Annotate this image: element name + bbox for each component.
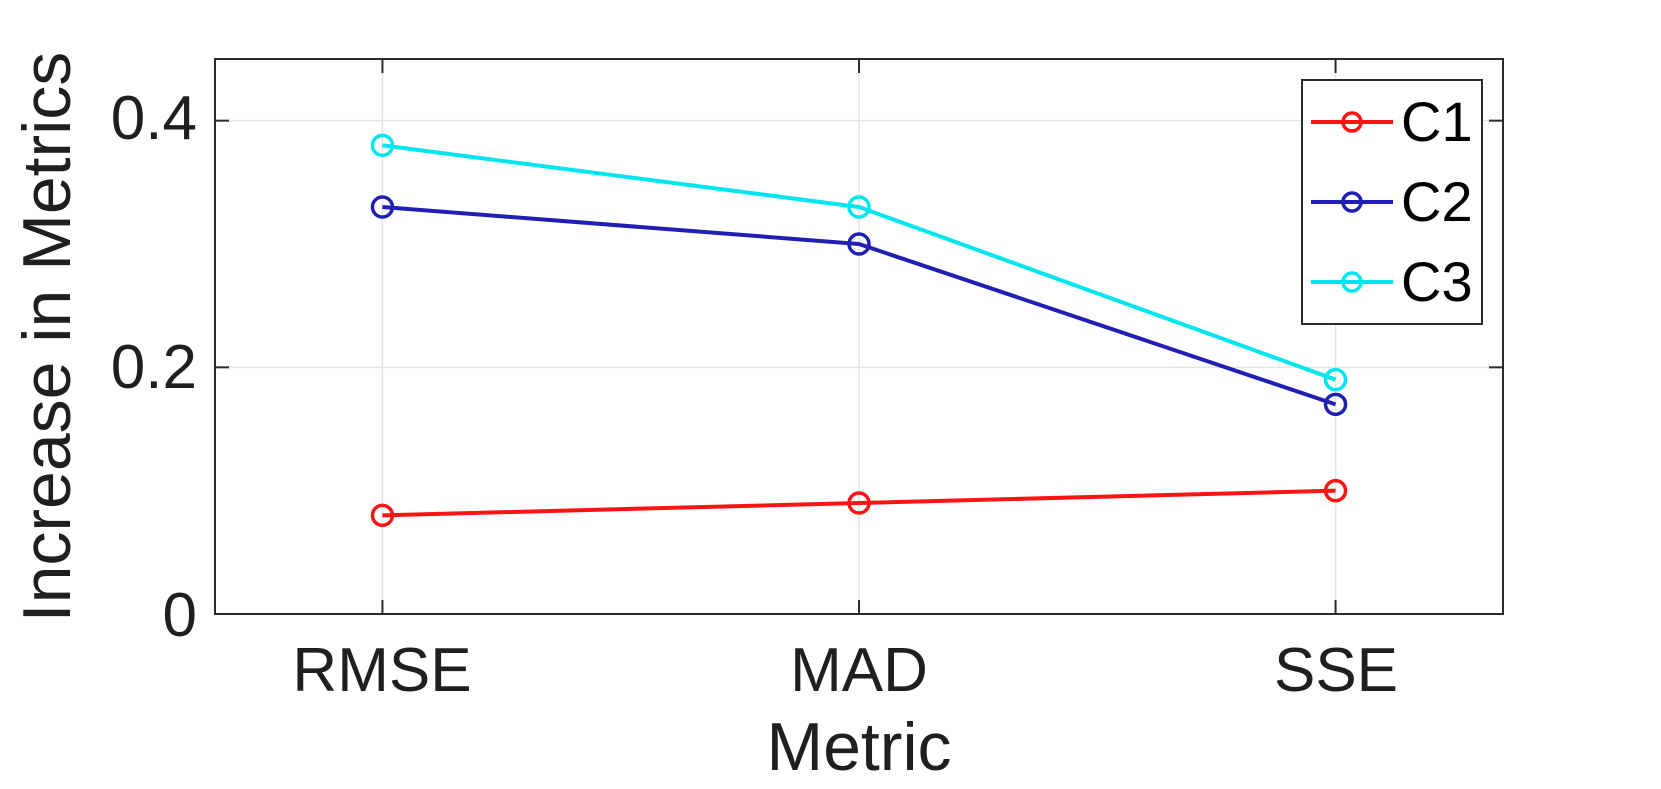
series-line-C1 [382,488,1336,518]
x-tick-label: RMSE [292,636,472,705]
x-axis-label: Metric [766,709,952,785]
x-tick-label: MAD [790,636,928,705]
y-axis-label: Increase in Metrics [9,51,85,623]
legend-line-marker-icon [1311,111,1393,133]
legend-label: C1 [1401,90,1473,153]
legend: C1 C2 C3 [1301,79,1483,325]
data-point-marker-C2 [1323,392,1348,417]
y-tick-label: 0 [162,581,197,650]
legend-line-marker-icon [1311,191,1393,213]
x-tick-label: SSE [1273,636,1399,705]
series-line-C3 [382,143,1337,382]
y-tick-label: 0.2 [110,333,197,402]
data-point-marker-C2 [847,232,871,256]
legend-label: C3 [1401,250,1473,313]
series-line-C2 [382,205,1337,407]
data-point-marker-C1 [1323,478,1348,503]
legend-label: C2 [1401,170,1473,233]
data-point-marker-C1 [370,503,395,528]
y-tick-label: 0.4 [110,84,197,153]
legend-line-marker-icon [1311,271,1393,293]
data-point-marker-C2 [370,195,395,219]
data-point-marker-C3 [1323,367,1348,392]
data-point-marker-C3 [370,133,395,158]
legend-row: C3 [1309,242,1481,322]
data-point-marker-C1 [847,491,871,515]
data-point-marker-C3 [847,195,871,219]
legend-row: C1 [1309,82,1481,162]
legend-row: C2 [1309,162,1481,242]
